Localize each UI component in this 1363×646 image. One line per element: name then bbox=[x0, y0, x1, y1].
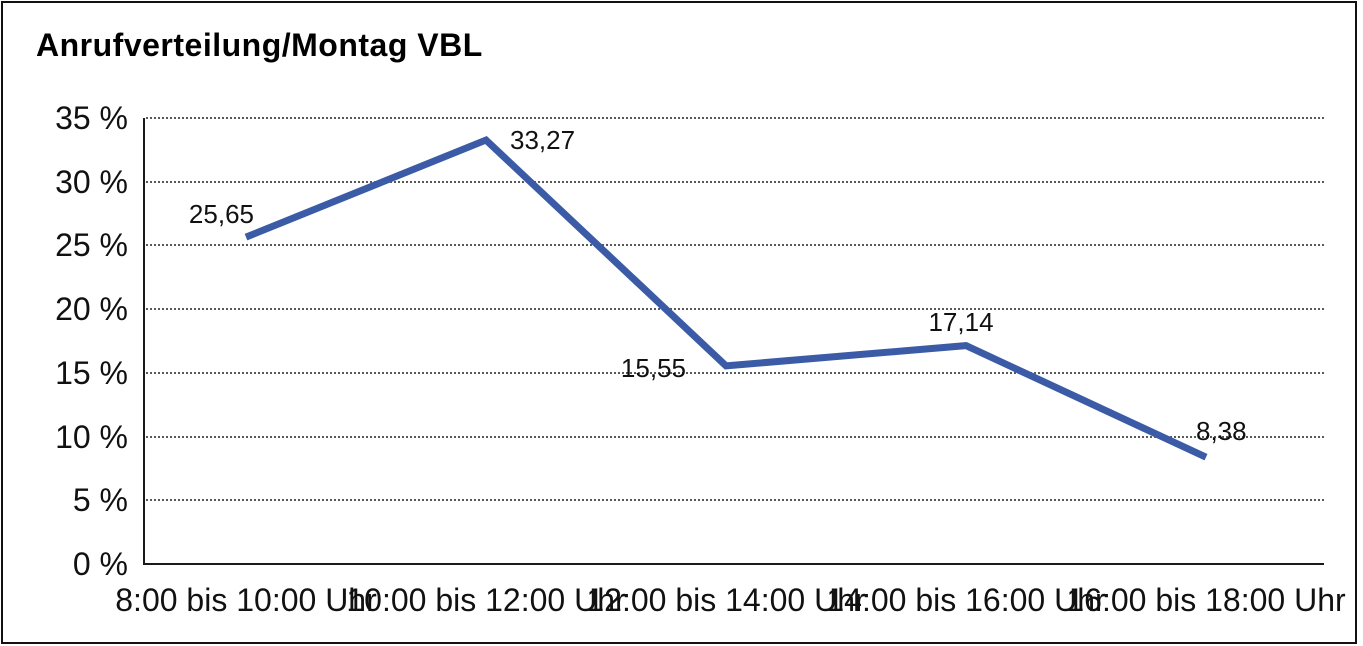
gridline-25 bbox=[146, 244, 1324, 247]
x-axis-category-label: 8:00 bis 10:00 Uhr bbox=[115, 582, 377, 618]
x-axis-category-label: 14:00 bis 16:00 Uhr bbox=[826, 582, 1106, 618]
y-axis-tick-label: 5 % bbox=[72, 482, 128, 519]
x-axis-category-label: 10:00 bis 12:00 Uhr bbox=[346, 582, 626, 618]
data-point-label: 15,55 bbox=[620, 352, 686, 383]
gridline-30 bbox=[146, 180, 1324, 183]
y-axis-tick-label: 35 % bbox=[55, 100, 128, 136]
x-axis-category-label: 16:00 bis 18:00 Uhr bbox=[1066, 582, 1346, 618]
gridline-10 bbox=[146, 435, 1324, 438]
data-point-label: 33,27 bbox=[510, 125, 576, 156]
y-axis-tick-label: 10 % bbox=[55, 418, 128, 455]
y-axis-tick-label: 25 % bbox=[55, 227, 128, 264]
gridline-35 bbox=[146, 117, 1324, 119]
x-axis-line bbox=[143, 563, 1324, 565]
y-axis-tick-label: 15 % bbox=[55, 354, 128, 391]
y-axis-tick-label: 0 % bbox=[72, 546, 128, 582]
chart-title: Anrufverteilung/Montag VBL bbox=[36, 27, 483, 63]
data-point-label: 8,38 bbox=[1196, 416, 1247, 447]
y-axis-tick-label: 20 % bbox=[55, 291, 128, 328]
data-point-label: 25,65 bbox=[188, 199, 254, 230]
gridline-20 bbox=[146, 308, 1324, 311]
x-axis-category-label: 12:00 bis 14:00 Uhr bbox=[586, 582, 866, 618]
data-line bbox=[244, 135, 1208, 461]
y-axis-line bbox=[143, 118, 145, 564]
gridline-5 bbox=[146, 499, 1324, 502]
data-point-label: 17,14 bbox=[928, 306, 994, 337]
y-axis-tick-label: 30 % bbox=[55, 163, 128, 200]
gridline-15 bbox=[146, 371, 1324, 374]
